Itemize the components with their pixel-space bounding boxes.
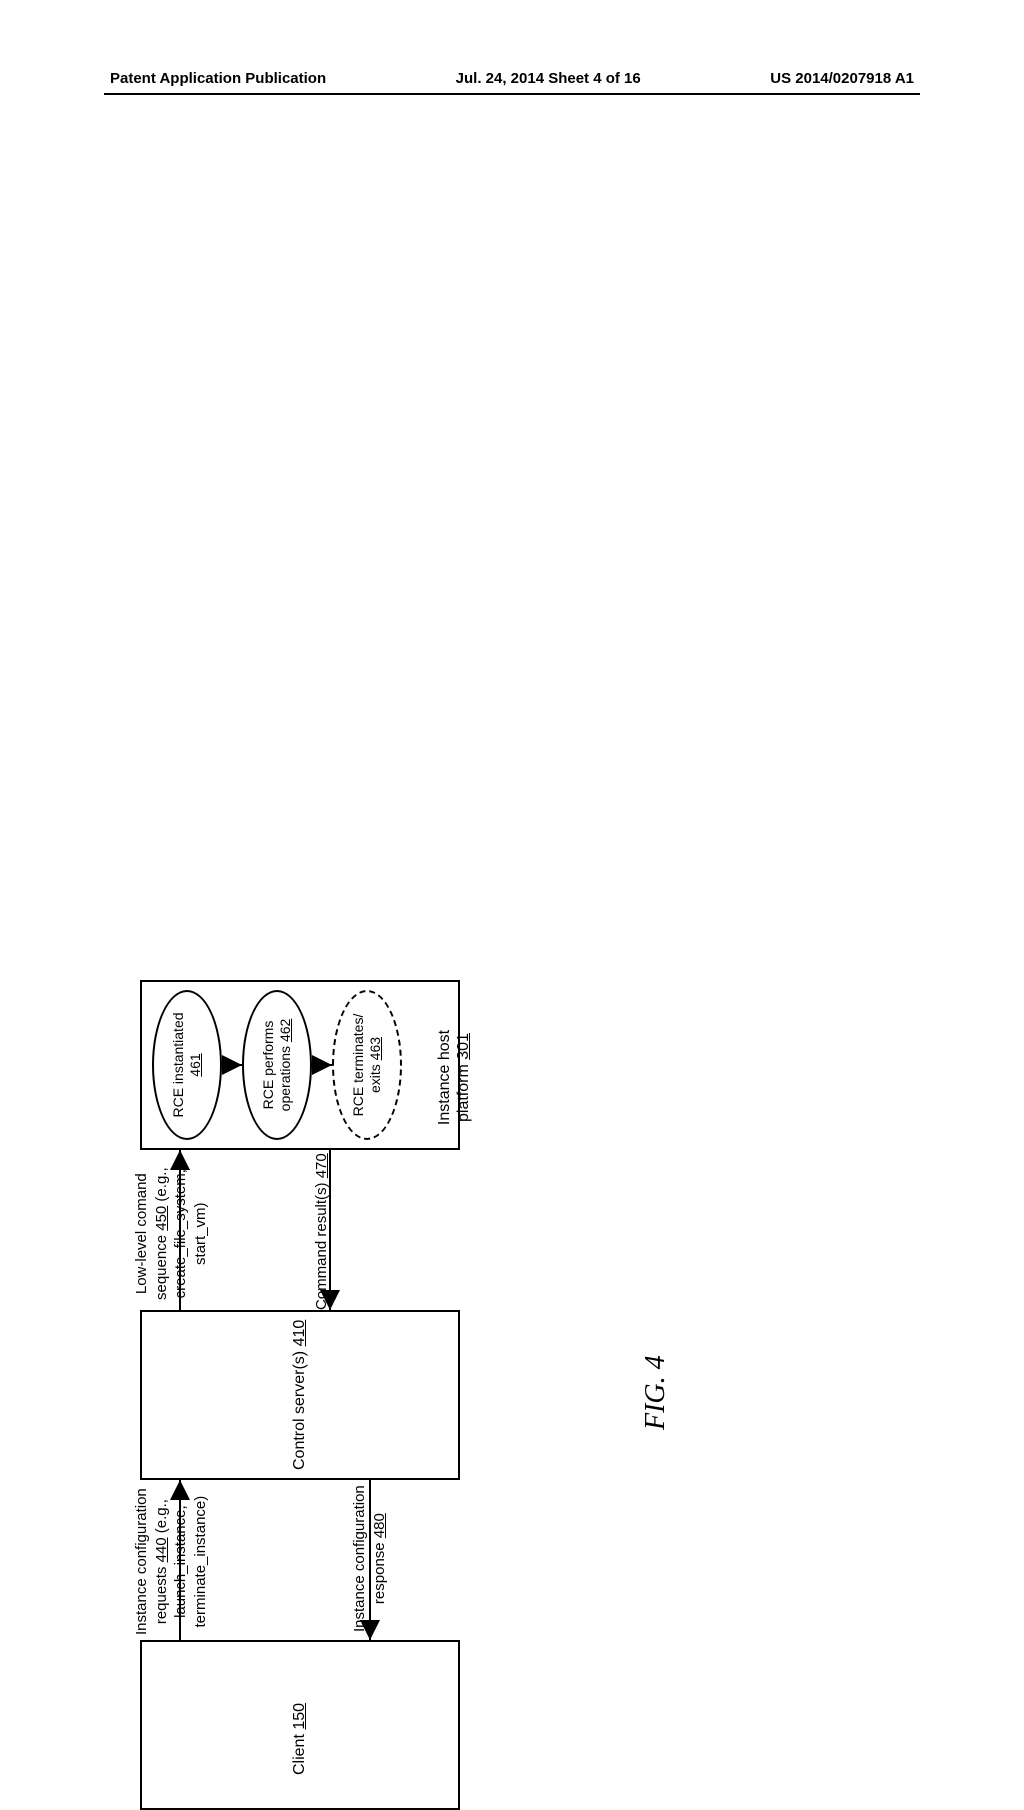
control-label: Control server(s) 410: [290, 1320, 309, 1470]
header-center: Jul. 24, 2014 Sheet 4 of 16: [456, 70, 641, 87]
cmd-l2: (e.g.,: [153, 1167, 170, 1205]
e2-l0: RCE performs: [260, 1021, 276, 1110]
control-ref: 410: [291, 1320, 308, 1347]
e3-ref: 463: [367, 1037, 383, 1060]
e2-l1: operations: [277, 1042, 293, 1111]
e3-l1: exits: [367, 1060, 383, 1093]
req-l1: requests: [153, 1562, 170, 1624]
res-ref: 470: [313, 1153, 330, 1178]
cmd-ref: 450: [153, 1206, 170, 1231]
control-label-text: Control server(s): [291, 1346, 308, 1470]
client-label-text: Client: [291, 1730, 308, 1775]
cmd-l3: create_file_system,: [172, 1169, 189, 1298]
client-label: Client 150: [290, 1703, 309, 1775]
page-header: Patent Application Publication Jul. 24, …: [0, 70, 1024, 87]
cmd-l0: Low-level comand: [133, 1173, 150, 1294]
e1-ref: 461: [187, 1053, 203, 1076]
header-rule: [104, 93, 920, 95]
figure-4-diagram: Client 150 Control server(s) 410 Instanc…: [140, 1010, 1024, 1810]
ellipse-rce-instantiated: RCE instantiated 461: [152, 990, 222, 1140]
client-ref: 150: [291, 1703, 308, 1730]
req-l4: terminate_instance): [192, 1496, 209, 1628]
figure-caption: FIG. 4: [640, 1355, 672, 1430]
e3-l0: RCE terminates/: [350, 1014, 366, 1117]
cmd-l1: sequence: [153, 1231, 170, 1300]
command-arrow-label: Low-level comand sequence 450 (e.g., cre…: [132, 1167, 210, 1300]
req-l2: (e.g.,: [153, 1499, 170, 1537]
result-arrow-label: Command result(s) 470: [312, 1153, 332, 1310]
resp-l1: response: [371, 1538, 388, 1604]
resp-l0: Instance configuration: [351, 1485, 368, 1632]
host-ref: 301: [455, 1033, 472, 1060]
ellipse-rce-terminates: RCE terminates/ exits 463: [332, 990, 402, 1140]
cmd-l4: start_vm): [192, 1202, 209, 1265]
header-left: Patent Application Publication: [110, 70, 326, 87]
ellipse-rce-performs: RCE performs operations 462: [242, 990, 312, 1140]
e2-ref: 462: [277, 1019, 293, 1042]
req-l0: Instance configuration: [133, 1488, 150, 1635]
request-arrow-label: Instance configuration requests 440 (e.g…: [132, 1488, 210, 1635]
res-l0: Command result(s): [313, 1178, 330, 1310]
response-arrow-label: Instance configuration response 480: [350, 1485, 389, 1632]
req-ref: 440: [153, 1537, 170, 1562]
req-l3: launch_instance,: [172, 1505, 189, 1618]
resp-ref: 480: [371, 1513, 388, 1538]
header-right: US 2014/0207918 A1: [770, 70, 914, 87]
e1-l0: RCE instantiated: [170, 1012, 186, 1117]
host-label: Instance host platform 301: [435, 1010, 473, 1145]
